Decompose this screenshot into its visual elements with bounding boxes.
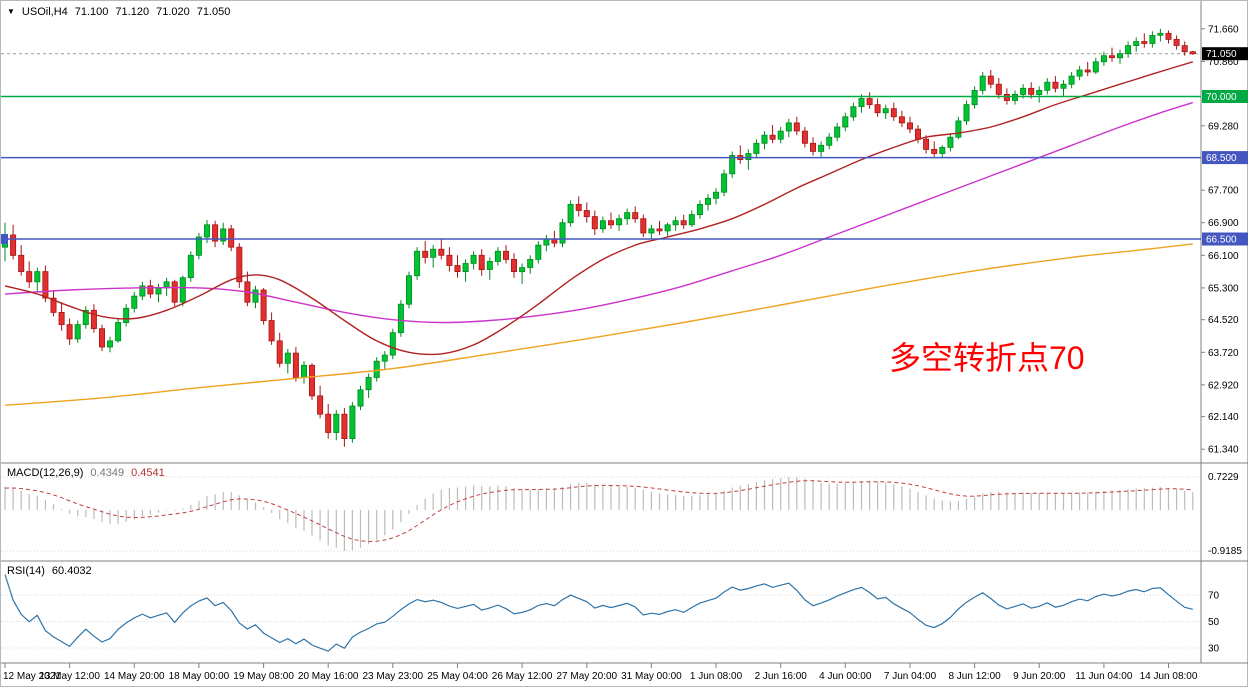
svg-text:8 Jun 12:00: 8 Jun 12:00 (948, 671, 1001, 682)
horizontal-level-lines[interactable] (1, 95, 1201, 245)
rsi-name: RSI(14) (7, 565, 45, 577)
svg-text:12 May 2021: 12 May 2021 (3, 671, 61, 682)
svg-text:-0.9185: -0.9185 (1208, 546, 1242, 557)
ohlc-close: 71.050 (196, 6, 231, 18)
svg-text:11 Jun 04:00: 11 Jun 04:00 (1075, 671, 1133, 682)
svg-text:14 May 20:00: 14 May 20:00 (104, 671, 165, 682)
macd-name: MACD(12,26,9) (7, 467, 84, 479)
symbol-period-label: USOil,H4 (21, 6, 68, 18)
svg-text:18 May 00:00: 18 May 00:00 (169, 671, 230, 682)
svg-text:66.100: 66.100 (1208, 251, 1239, 262)
svg-text:68.500: 68.500 (1206, 153, 1237, 164)
ma-slow-line (4, 243, 1193, 406)
svg-text:50: 50 (1208, 617, 1220, 628)
chart-header: ▼ USOil,H4 71.100 71.120 71.020 71.050 (7, 6, 230, 18)
svg-text:19 May 08:00: 19 May 08:00 (233, 671, 294, 682)
svg-text:71.660: 71.660 (1208, 24, 1239, 35)
ohlc-low: 71.020 (156, 6, 190, 18)
macd-histogram (4, 477, 1194, 551)
rsi-panel[interactable]: 70 50 30 (1, 591, 1220, 655)
svg-text:70: 70 (1208, 591, 1220, 602)
svg-text:66.500: 66.500 (1206, 235, 1237, 246)
svg-text:7 Jun 04:00: 7 Jun 04:00 (884, 671, 937, 682)
svg-text:14 Jun 08:00: 14 Jun 08:00 (1140, 671, 1198, 682)
ma-mid-line (4, 101, 1194, 324)
svg-text:26 May 12:00: 26 May 12:00 (492, 671, 553, 682)
price-axis[interactable]: 71.660 70.860 69.280 67.700 66.900 66.100 65.3… (1201, 24, 1248, 456)
svg-text:62.140: 62.140 (1208, 412, 1239, 423)
svg-text:63.720: 63.720 (1208, 348, 1239, 359)
svg-text:70.860: 70.860 (1208, 57, 1239, 68)
svg-text:66.900: 66.900 (1208, 218, 1239, 229)
symbol-dropdown-icon[interactable]: ▼ (7, 7, 15, 16)
svg-text:23 May 23:00: 23 May 23:00 (362, 671, 423, 682)
svg-text:71.050: 71.050 (1206, 49, 1237, 60)
svg-text:9 Jun 20:00: 9 Jun 20:00 (1013, 671, 1066, 682)
svg-text:61.340: 61.340 (1208, 445, 1239, 456)
svg-text:69.280: 69.280 (1208, 121, 1239, 132)
svg-text:27 May 20:00: 27 May 20:00 (556, 671, 617, 682)
macd-signal-line (4, 480, 1193, 543)
svg-text:62.920: 62.920 (1208, 380, 1239, 391)
candlesticks (1, 28, 1196, 447)
svg-text:2 Jun 16:00: 2 Jun 16:00 (755, 671, 808, 682)
ohlc-high: 71.120 (115, 6, 150, 18)
rsi-indicator-label: RSI(14) 60.4032 (7, 565, 92, 577)
macd-panel[interactable]: 0.7229 -0.9185 (1, 472, 1242, 557)
panel-frame (1, 1, 1248, 664)
rsi-line (4, 574, 1193, 652)
svg-text:67.700: 67.700 (1208, 186, 1239, 197)
svg-text:31 May 00:00: 31 May 00:00 (621, 671, 682, 682)
svg-text:65.300: 65.300 (1208, 283, 1239, 294)
rsi-value: 60.4032 (51, 565, 92, 577)
macd-indicator-label: MACD(12,26,9) 0.4349 0.4541 (7, 467, 165, 479)
svg-text:70.000: 70.000 (1206, 92, 1237, 103)
svg-text:13 May 12:00: 13 May 12:00 (39, 671, 100, 682)
macd-signal-value: 0.4541 (131, 467, 165, 479)
svg-text:0.7229: 0.7229 (1208, 472, 1239, 483)
svg-text:20 May 16:00: 20 May 16:00 (298, 671, 359, 682)
ma-fast-line (4, 61, 1194, 356)
svg-text:64.520: 64.520 (1208, 315, 1239, 326)
ohlc-open: 71.100 (74, 6, 109, 18)
svg-text:1 Jun 08:00: 1 Jun 08:00 (690, 671, 743, 682)
annotation-text[interactable]: 多空转折点70 (889, 340, 1085, 376)
svg-text:30: 30 (1208, 644, 1220, 655)
svg-text:25 May 04:00: 25 May 04:00 (427, 671, 488, 682)
svg-text:4 Jun 00:00: 4 Jun 00:00 (819, 671, 872, 682)
macd-main-value: 0.4349 (90, 467, 125, 479)
